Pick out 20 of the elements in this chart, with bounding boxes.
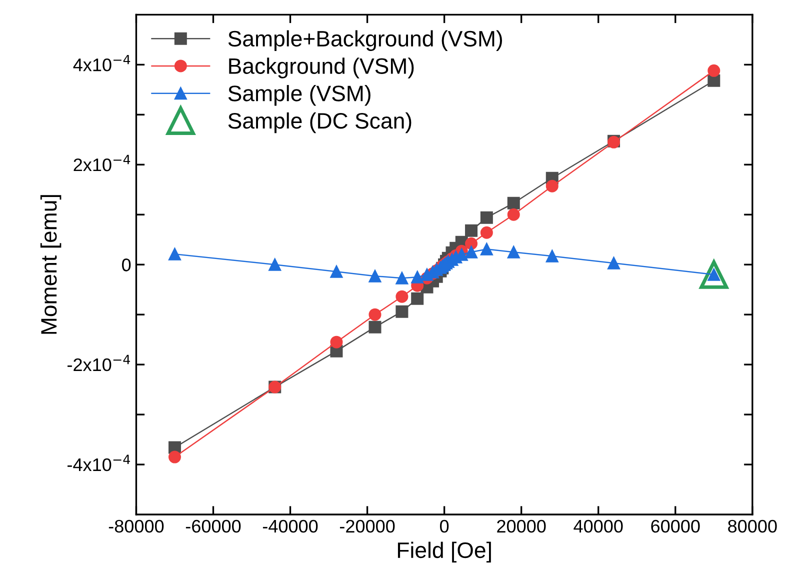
- x-tick-label: -60000: [186, 520, 241, 533]
- y-tick-label: 2x10$^{−4}$: [74, 154, 130, 172]
- x-tick-label: 60000: [651, 520, 700, 533]
- x-axis-title: Field [Oe]: [398, 542, 491, 562]
- x-tick-label: -80000: [108, 520, 164, 533]
- y-tick-label: -4x10$^{−4}$: [68, 454, 130, 472]
- x-tick-label: 20000: [497, 520, 546, 533]
- legend-label: Sample+Background (VSM): [228, 30, 502, 51]
- y-tick-label: -2x10$^{−4}$: [68, 354, 130, 372]
- x-tick-label: 80000: [728, 520, 777, 533]
- x-tick-label: 0: [440, 520, 449, 533]
- legend-label: Sample (VSM): [228, 85, 370, 106]
- x-tick-label: -20000: [340, 520, 395, 533]
- x-tick-label: 40000: [574, 520, 623, 533]
- y-tick-label: 0: [122, 258, 131, 272]
- legend-label: Background (VSM): [229, 58, 414, 78]
- x-tick-label: -40000: [262, 520, 318, 533]
- y-tick-label: 4x10$^{−4}$: [73, 54, 130, 72]
- y-axis-title: Moment [emu]: [40, 195, 62, 334]
- legend-label: Sample (DC Scan): [228, 112, 412, 134]
